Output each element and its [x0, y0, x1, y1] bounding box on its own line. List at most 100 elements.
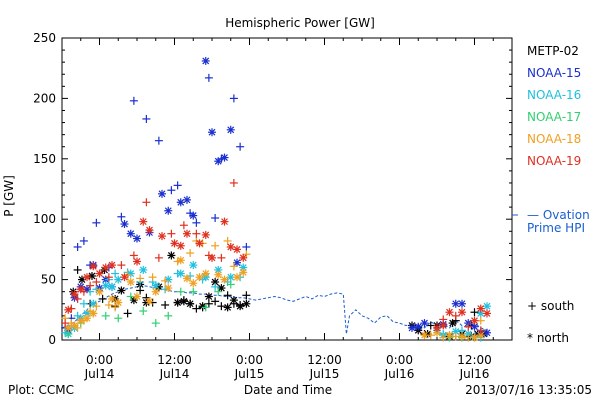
- marker-stroke: [446, 308, 453, 316]
- marker-stroke: [211, 278, 219, 286]
- legend-item-noaa-17: NOAA-17: [527, 110, 581, 124]
- north-marker: [183, 274, 191, 283]
- north-marker: [133, 257, 141, 266]
- marker-stroke: [239, 268, 247, 276]
- north-marker: [95, 287, 104, 296]
- south-marker: [101, 311, 110, 320]
- legend-item-noaa-15: NOAA-15: [527, 66, 581, 80]
- north-marker: [470, 333, 479, 342]
- marker-stroke: [127, 278, 135, 286]
- north-marker: [445, 331, 454, 340]
- marker-stroke: [227, 126, 235, 134]
- marker-stroke: [189, 212, 197, 220]
- legend-south: + south: [527, 299, 574, 313]
- north-marker: [101, 281, 110, 290]
- marker-stroke: [88, 272, 96, 280]
- south-marker: [211, 282, 220, 291]
- y-tick-label: 0: [48, 333, 56, 347]
- south-marker: [242, 291, 251, 300]
- south-marker: [242, 242, 251, 251]
- north-marker: [217, 284, 226, 293]
- north-marker: [458, 299, 466, 308]
- marker-stroke: [183, 196, 191, 204]
- marker-stroke: [133, 293, 141, 300]
- marker-stroke: [102, 282, 110, 290]
- marker-stroke: [83, 273, 91, 281]
- north-marker: [158, 232, 166, 241]
- marker-stroke: [446, 331, 453, 339]
- north-marker: [101, 263, 110, 272]
- north-marker: [76, 285, 85, 294]
- y-tick-label: 100: [33, 212, 56, 226]
- marker-stroke: [221, 218, 228, 226]
- marker-stroke: [155, 283, 163, 291]
- north-marker: [70, 290, 79, 299]
- north-marker: [226, 125, 235, 134]
- marker-stroke: [164, 284, 172, 292]
- marker-stroke: [421, 319, 428, 327]
- marker-stroke: [239, 254, 247, 262]
- north-marker: [201, 230, 210, 239]
- south-marker: [192, 304, 201, 313]
- north-marker: [64, 323, 73, 332]
- north-marker: [483, 309, 491, 318]
- x-tick-label-date: Jul16: [384, 367, 415, 381]
- north-marker: [120, 220, 129, 229]
- south-marker: [176, 287, 185, 296]
- south-marker: [139, 307, 148, 316]
- south-marker: [229, 262, 238, 271]
- marker-stroke: [208, 128, 216, 136]
- south-marker: [73, 242, 82, 251]
- north-marker: [76, 316, 85, 325]
- marker-stroke: [89, 300, 97, 308]
- north-marker: [145, 297, 154, 306]
- north-marker: [186, 299, 195, 308]
- south-marker: [204, 73, 213, 82]
- south-marker: [164, 311, 173, 320]
- south-marker: [129, 251, 138, 260]
- marker-stroke: [230, 296, 238, 304]
- north-marker: [70, 321, 79, 330]
- north-marker: [483, 328, 491, 337]
- marker-stroke: [458, 332, 466, 340]
- legend-item-noaa-18: NOAA-18: [527, 132, 581, 146]
- north-marker: [158, 189, 166, 198]
- south-marker: [104, 273, 113, 282]
- footer-plot-source: Plot: CCMC: [8, 383, 74, 397]
- north-marker: [208, 128, 216, 137]
- north-marker: [239, 253, 248, 262]
- marker-stroke: [236, 302, 244, 310]
- north-marker: [88, 271, 96, 280]
- north-marker: [223, 303, 232, 312]
- y-axis-label: P [GW]: [2, 175, 16, 217]
- north-marker: [183, 229, 191, 238]
- x-tick-label-time: 12:00: [307, 353, 342, 367]
- south-marker: [154, 253, 163, 262]
- north-marker: [126, 269, 135, 278]
- south-marker: [186, 249, 195, 258]
- south-marker: [476, 326, 485, 335]
- marker-stroke: [196, 273, 203, 281]
- north-marker: [167, 251, 176, 260]
- marker-stroke: [408, 324, 416, 332]
- x-tick-label-date: Jul14: [84, 367, 115, 381]
- marker-stroke: [199, 302, 207, 310]
- marker-stroke: [221, 276, 228, 284]
- north-marker: [214, 157, 223, 166]
- chart-title: Hemispheric Power [GW]: [225, 16, 375, 30]
- south-marker: [226, 280, 235, 289]
- marker-stroke: [174, 299, 182, 306]
- x-tick-label-date: Jul15: [309, 367, 340, 381]
- north-marker: [164, 206, 173, 215]
- north-marker: [226, 242, 235, 251]
- marker-stroke: [133, 235, 141, 242]
- south-marker: [114, 314, 123, 323]
- marker-stroke: [177, 270, 185, 277]
- north-marker: [448, 319, 457, 328]
- north-marker: [211, 278, 220, 287]
- south-marker: [211, 297, 220, 306]
- north-marker: [220, 153, 229, 162]
- marker-stroke: [139, 218, 147, 226]
- north-marker: [458, 308, 466, 317]
- marker-stroke: [114, 276, 122, 284]
